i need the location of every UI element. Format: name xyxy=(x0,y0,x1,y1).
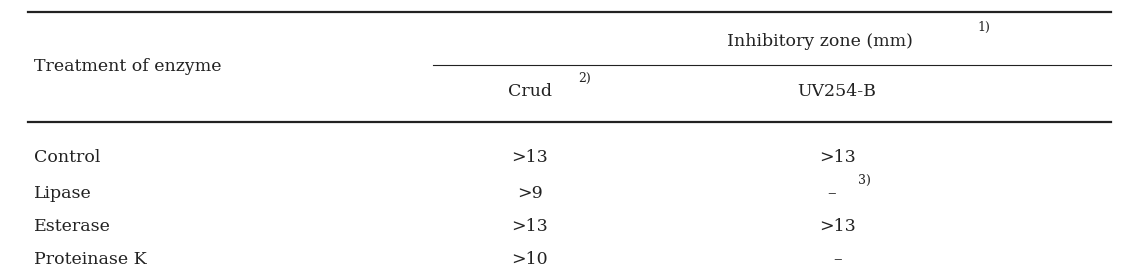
Text: 1): 1) xyxy=(977,21,990,34)
Text: –: – xyxy=(833,251,842,265)
Text: 3): 3) xyxy=(858,174,870,187)
Text: Esterase: Esterase xyxy=(34,218,110,235)
Text: Lipase: Lipase xyxy=(34,185,92,202)
Text: >10: >10 xyxy=(511,251,548,265)
Text: –: – xyxy=(827,185,836,202)
Text: UV254-B: UV254-B xyxy=(797,83,877,100)
Text: Crud: Crud xyxy=(508,83,551,100)
Text: Control: Control xyxy=(34,149,100,166)
Text: >13: >13 xyxy=(819,149,855,166)
Text: >13: >13 xyxy=(511,218,548,235)
Text: 2): 2) xyxy=(579,72,591,85)
Text: Treatment of enzyme: Treatment of enzyme xyxy=(34,58,222,76)
Text: Proteinase K: Proteinase K xyxy=(34,251,147,265)
Text: >13: >13 xyxy=(819,218,855,235)
Text: >13: >13 xyxy=(511,149,548,166)
Text: Inhibitory zone (mm): Inhibitory zone (mm) xyxy=(727,33,913,50)
Text: >9: >9 xyxy=(517,185,542,202)
